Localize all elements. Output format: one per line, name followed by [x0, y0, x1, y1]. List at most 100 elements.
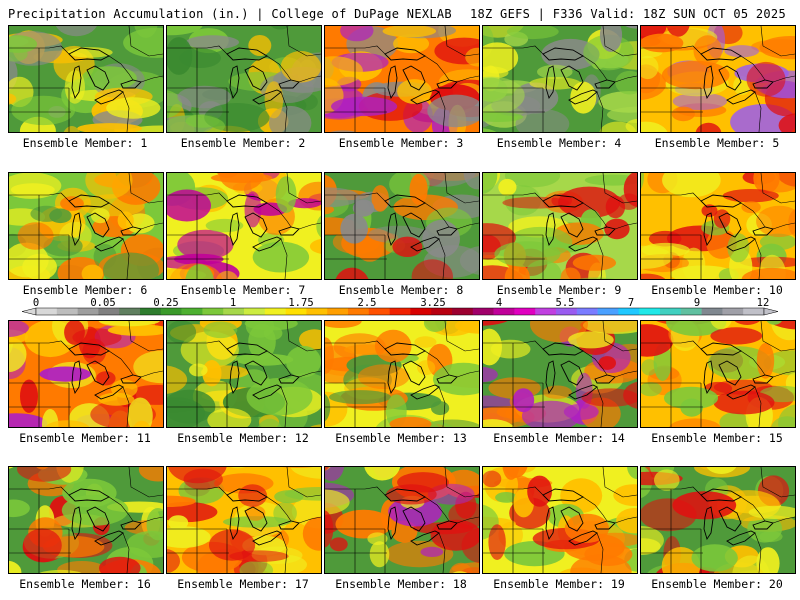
- border-line: [167, 340, 228, 350]
- lake-outline: [700, 342, 742, 356]
- precip-blob: [584, 174, 637, 186]
- precip-blob: [36, 467, 49, 470]
- lake-outline: [594, 520, 616, 530]
- precip-blob: [167, 321, 197, 344]
- precip-blob: [488, 524, 506, 560]
- precip-blob: [17, 222, 54, 250]
- border-line: [140, 75, 163, 83]
- precip-blob: [352, 199, 375, 217]
- border-line: [9, 192, 70, 202]
- precip-field: [167, 467, 321, 573]
- precip-blob: [134, 26, 158, 38]
- precip-blob: [9, 499, 30, 518]
- colorbar-swatch: [743, 308, 765, 315]
- colorbar-swatch: [680, 308, 702, 315]
- precip-blob: [180, 331, 239, 369]
- precip-blob: [672, 92, 728, 111]
- lake-outline: [545, 65, 556, 100]
- precip-blob: [570, 554, 632, 573]
- precip-blob: [483, 419, 515, 427]
- precip-blob: [252, 241, 310, 273]
- lake-outline: [384, 342, 426, 356]
- ensemble-member-label: Ensemble Member: 15: [651, 431, 783, 445]
- border-line: [602, 467, 637, 498]
- precip-blob: [55, 26, 97, 37]
- precip-blob: [599, 26, 623, 52]
- precip-blob: [582, 321, 637, 334]
- precip-blob: [117, 211, 134, 230]
- precip-blob: [85, 173, 133, 199]
- ensemble-member-label: Ensemble Member: 3: [338, 136, 464, 150]
- precip-blob: [245, 505, 266, 521]
- model-run-info: 18Z GEFS | F336 Valid: 18Z SUN OCT 05 20…: [469, 7, 786, 21]
- ensemble-member-label: Ensemble Member: 16: [19, 577, 151, 591]
- lake-outline: [226, 47, 268, 61]
- precip-blob: [270, 26, 290, 30]
- precip-blob: [189, 363, 208, 377]
- lake-outline: [244, 360, 268, 386]
- ensemble-map-6: [8, 172, 164, 280]
- precip-blob: [9, 467, 14, 469]
- precip-blob: [641, 173, 644, 190]
- precip-blob: [598, 356, 616, 370]
- precip-blob: [229, 467, 246, 469]
- ensemble-member-label: Ensemble Member: 6: [22, 283, 148, 297]
- precip-blob: [483, 42, 519, 74]
- precip-blob: [223, 516, 291, 528]
- colorbar-swatch: [576, 308, 598, 315]
- ensemble-member-label: Ensemble Member: 20: [651, 577, 783, 591]
- precip-blob: [185, 264, 214, 279]
- precip-blob: [133, 420, 151, 427]
- colorbar-swatch: [535, 308, 557, 315]
- border-line: [108, 55, 134, 81]
- border-line: [760, 173, 795, 204]
- lake-outline: [752, 79, 774, 89]
- border-line: [108, 496, 134, 522]
- ensemble-member-label: Ensemble Member: 18: [335, 577, 467, 591]
- precip-blob: [364, 467, 401, 481]
- border-line: [772, 75, 795, 83]
- precip-blob: [330, 130, 357, 132]
- border-line: [280, 532, 288, 573]
- lake-outline: [700, 47, 742, 61]
- precip-blob: [217, 173, 238, 178]
- precip-blob: [515, 109, 570, 132]
- precip-blob: [680, 398, 703, 417]
- precip-blob: [751, 39, 795, 54]
- precip-blob: [146, 508, 163, 541]
- precip-blob: [374, 329, 412, 363]
- border-line: [641, 486, 702, 496]
- lake-outline: [545, 506, 556, 541]
- geography-outlines: [167, 467, 321, 573]
- precip-blob: [701, 204, 718, 217]
- precip-blob: [11, 95, 76, 126]
- colorbar-swatch: [556, 308, 578, 315]
- ensemble-map-20: [640, 466, 796, 574]
- border-line: [140, 222, 163, 230]
- lake-outline: [387, 360, 398, 395]
- precip-blob: [325, 467, 345, 481]
- border-line: [438, 238, 446, 279]
- lake-outline: [68, 47, 110, 61]
- precip-blob: [577, 277, 615, 279]
- border-line: [438, 386, 446, 427]
- lake-outline: [402, 360, 426, 386]
- precip-blob: [581, 388, 637, 407]
- precip-blob: [106, 97, 161, 119]
- precip-blob: [229, 550, 289, 562]
- precip-field: [9, 173, 163, 279]
- precip-blob: [167, 26, 203, 36]
- precip-blob: [43, 235, 83, 257]
- lake-outline: [226, 342, 268, 356]
- precip-blob: [107, 324, 163, 336]
- colorbar-swatch: [327, 308, 349, 315]
- colorbar-tick-label: 2.5: [357, 297, 377, 309]
- lake-outline: [402, 506, 426, 532]
- precip-blob: [722, 189, 779, 203]
- geography-outlines: [167, 26, 321, 132]
- lake-outline: [594, 79, 616, 89]
- precip-blob: [616, 508, 637, 534]
- precip-blob: [248, 35, 272, 56]
- ensemble-map-14: [482, 320, 638, 428]
- precip-blob: [662, 173, 721, 198]
